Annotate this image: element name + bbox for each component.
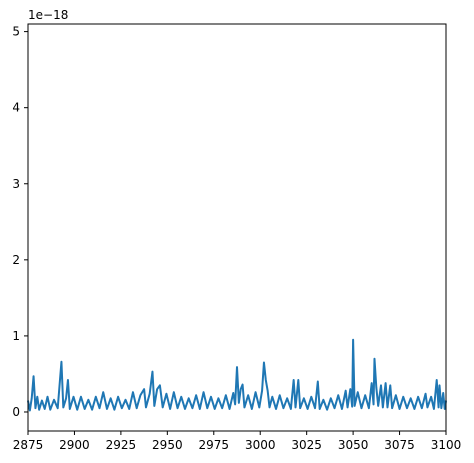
x-tick-label: 3000: [245, 438, 276, 452]
x-tick-label: 2875: [13, 438, 44, 452]
x-tick-label: 3100: [431, 438, 462, 452]
axes-frame: [27, 23, 447, 432]
y-axis: 0 1 2 3 4 5: [12, 25, 28, 419]
x-tick-label: 2900: [59, 438, 90, 452]
series-line-0: [27, 338, 447, 412]
y-tick-label: 2: [12, 253, 20, 267]
x-tick-label: 3050: [338, 438, 369, 452]
y-tick-label: 0: [12, 405, 20, 419]
x-tick-label: 3075: [384, 438, 415, 452]
x-tick-label: 3025: [291, 438, 322, 452]
x-tick-label: 2925: [106, 438, 137, 452]
x-tick-label: 2950: [152, 438, 183, 452]
y-tick-label: 1: [12, 329, 20, 343]
x-axis: 2875 2900 2925 2950 2975 3000 3025 3050 3075 3100: [13, 431, 462, 452]
y-offset-label: 1e−18: [28, 8, 68, 22]
y-tick-label: 3: [12, 177, 20, 191]
x-tick-label: 2975: [199, 438, 230, 452]
y-tick-label: 4: [12, 101, 20, 115]
plot-area: [27, 338, 447, 412]
y-tick-label: 5: [12, 25, 20, 39]
